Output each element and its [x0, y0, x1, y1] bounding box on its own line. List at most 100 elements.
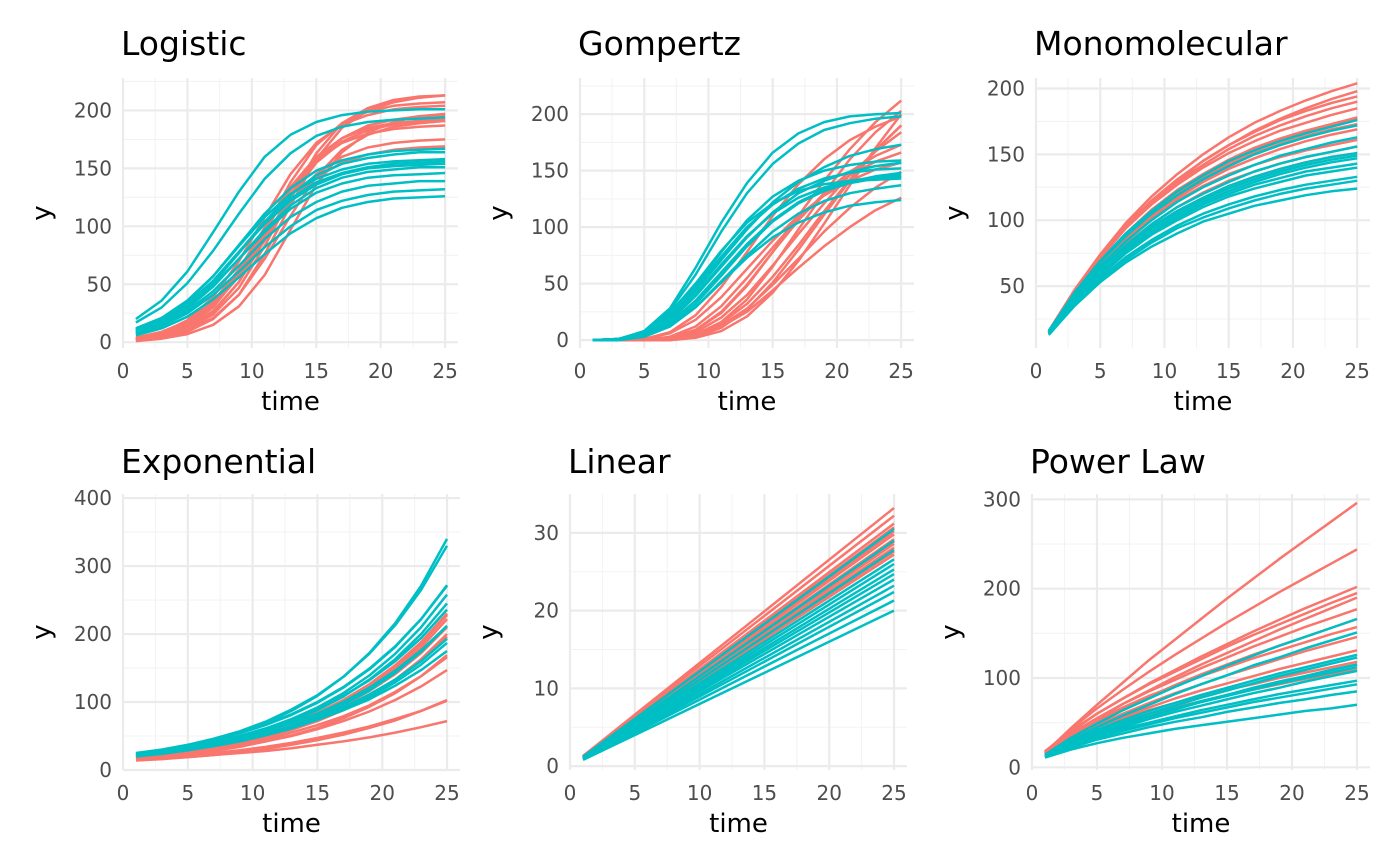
exponential-series-line-group-a — [135, 698, 448, 762]
logistic-x-tick-label: 25 — [432, 359, 457, 383]
logistic-series-line-group-b — [135, 165, 446, 335]
exponential-y-axis-title: y — [27, 624, 57, 639]
exponential-x-tick-label: 20 — [370, 781, 395, 805]
logistic-series-line-group-b — [135, 116, 446, 324]
power-law-series-line-group-b — [1044, 690, 1358, 759]
gompertz-panel-title: Gompertz — [578, 24, 741, 63]
monomolecular-series-line-group-b — [1047, 162, 1358, 335]
monomolecular-series-line-group-a — [1047, 90, 1358, 333]
linear-panel-title: Linear — [568, 442, 671, 481]
linear-x-tick-label: 25 — [881, 781, 906, 805]
linear-series-line-group-b — [582, 539, 895, 759]
exponential-panel-title: Exponential — [121, 442, 316, 481]
power-law-y-tick-label: 200 — [983, 577, 1021, 601]
linear-series-line-group-b — [582, 599, 895, 761]
exponential-x-tick-label: 5 — [181, 781, 194, 805]
linear-series-line-group-b — [582, 590, 895, 761]
panel-logistic: 0 5 10 15 20 25 0 50 100 150 200 Logistic time y — [27, 24, 458, 417]
gompertz-x-tick-label: 5 — [638, 359, 651, 383]
exponential-y-tick-label: 300 — [74, 554, 112, 578]
monomolecular-series-line-group-a — [1047, 95, 1358, 332]
exponential-series-line-group-b — [135, 641, 448, 758]
logistic-y-axis-title: y — [27, 205, 57, 220]
linear-series-line-group-b — [582, 527, 895, 758]
logistic-y-tick-label: 50 — [87, 272, 112, 296]
linear-y-tick-label: 10 — [534, 676, 559, 700]
monomolecular-x-tick-label: 20 — [1280, 359, 1305, 383]
gompertz-x-tick-label: 20 — [824, 359, 849, 383]
exponential-x-tick-label: 0 — [117, 781, 130, 805]
power-law-series-line-group-b — [1044, 679, 1358, 758]
monomolecular-series-line-group-b — [1047, 157, 1358, 335]
linear-x-tick-label: 15 — [752, 781, 777, 805]
monomolecular-x-tick-label: 5 — [1094, 359, 1107, 383]
exponential-x-tick-label: 10 — [240, 781, 265, 805]
gompertz-x-axis-title: time — [718, 387, 777, 417]
gompertz-x-tick-label: 25 — [888, 359, 913, 383]
monomolecular-series-line-group-b — [1047, 136, 1358, 333]
logistic-series-line-group-b — [135, 157, 446, 330]
monomolecular-series-line-group-b — [1047, 187, 1358, 336]
power-law-series-line-group-b — [1044, 631, 1358, 757]
power-law-x-axis-title: time — [1172, 809, 1231, 839]
gompertz-x-tick-label: 15 — [760, 359, 785, 383]
exponential-x-tick-label: 25 — [434, 781, 459, 805]
logistic-y-tick-label: 200 — [74, 98, 112, 122]
logistic-series-line-group-a — [135, 101, 446, 342]
exponential-x-axis-title: time — [262, 809, 321, 839]
monomolecular-y-tick-label: 100 — [987, 208, 1025, 232]
exponential-series-line-group-b — [135, 585, 448, 755]
monomolecular-series-line-group-b — [1047, 124, 1358, 332]
exponential-x-tick-label: 15 — [305, 781, 330, 805]
panel-linear: 0 5 10 15 20 25 0 10 20 30 Linear time y — [474, 442, 907, 839]
logistic-x-tick-label: 20 — [368, 359, 393, 383]
power-law-x-tick-label: 15 — [1214, 781, 1239, 805]
logistic-series-line-group-b — [135, 108, 446, 321]
power-law-x-tick-label: 20 — [1279, 781, 1304, 805]
power-law-x-tick-label: 0 — [1026, 781, 1039, 805]
linear-series-line-group-b — [582, 548, 895, 759]
power-law-series-line-group-b — [1044, 669, 1358, 758]
gompertz-y-axis-title: y — [484, 205, 514, 220]
monomolecular-series-line-group-b — [1047, 179, 1358, 336]
exponential-y-tick-label: 0 — [99, 758, 112, 782]
gompertz-y-tick-label: 200 — [531, 102, 569, 126]
panel-monomolecular: 0 5 10 15 20 25 50 100 150 200 Monomolecular time y — [940, 24, 1370, 417]
linear-series-line-group-b — [582, 578, 895, 760]
gompertz-x-tick-label: 10 — [696, 359, 721, 383]
gompertz-series-line-group-a — [592, 131, 902, 342]
linear-x-tick-label: 5 — [628, 781, 641, 805]
linear-y-tick-label: 20 — [534, 599, 559, 623]
logistic-y-tick-label: 150 — [74, 156, 112, 180]
power-law-series-line-group-b — [1044, 653, 1358, 756]
power-law-series-line-group-b — [1044, 617, 1358, 756]
power-law-y-tick-label: 0 — [1008, 755, 1021, 779]
logistic-y-tick-label: 0 — [99, 330, 112, 354]
panel-exponential: 0 5 10 15 20 25 0 100 200 300 400 Exponential time y — [27, 442, 460, 839]
linear-y-tick-label: 30 — [534, 521, 559, 545]
power-law-x-tick-label: 10 — [1149, 781, 1174, 805]
logistic-panel-title: Logistic — [121, 24, 247, 63]
power-law-y-tick-label: 300 — [983, 487, 1021, 511]
linear-series-line-group-a — [582, 514, 895, 757]
panel-power-law: 0 5 10 15 20 25 0 100 200 300 Power Law time y — [936, 442, 1370, 839]
logistic-series-line-group-b — [135, 179, 446, 335]
linear-x-tick-label: 10 — [687, 781, 712, 805]
gompertz-y-tick-label: 100 — [531, 215, 569, 239]
gompertz-x-tick-label: 0 — [574, 359, 587, 383]
logistic-x-tick-label: 5 — [181, 359, 194, 383]
power-law-series-line-group-b — [1044, 663, 1358, 757]
power-law-series-line-group-a — [1044, 591, 1358, 753]
monomolecular-series-line-group-a — [1047, 117, 1358, 333]
monomolecular-x-tick-label: 10 — [1152, 359, 1177, 383]
power-law-series-line-group-b — [1044, 703, 1358, 759]
logistic-series-line-group-b — [135, 160, 446, 331]
power-law-panel-title: Power Law — [1030, 442, 1206, 481]
monomolecular-x-tick-label: 25 — [1344, 359, 1369, 383]
exponential-y-tick-label: 100 — [74, 690, 112, 714]
logistic-x-tick-label: 15 — [304, 359, 329, 383]
logistic-series-line-group-b — [135, 194, 446, 337]
panel-gompertz: 0 5 10 15 20 25 0 50 100 150 200 Gompertz time y — [484, 24, 914, 417]
monomolecular-x-tick-label: 15 — [1216, 359, 1241, 383]
